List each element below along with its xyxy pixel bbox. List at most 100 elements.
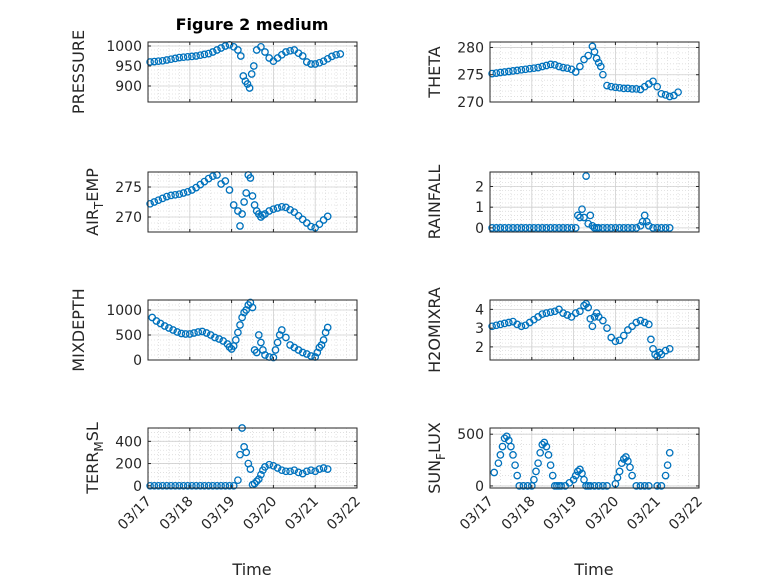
data-point — [546, 461, 555, 470]
subplot-5: 0 500 1000 MIXDEPTH — [69, 288, 358, 372]
data-point — [594, 224, 603, 232]
data-point — [162, 481, 171, 490]
data-point — [215, 335, 223, 343]
data-point — [158, 56, 167, 65]
data-point — [661, 471, 670, 480]
y-tick-label: 400 — [115, 434, 142, 450]
data-point — [642, 217, 651, 226]
data-point — [154, 196, 163, 205]
data-point — [254, 475, 263, 483]
data-point — [243, 80, 252, 88]
data-point — [273, 464, 282, 472]
data-point — [265, 460, 274, 469]
data-point — [171, 481, 180, 490]
data-point — [607, 224, 616, 232]
data-point — [336, 50, 345, 58]
data-point — [538, 440, 547, 449]
data-point — [269, 461, 278, 470]
data-point — [538, 62, 547, 71]
data-point — [213, 481, 221, 490]
data-point — [250, 479, 259, 488]
y-tick-label: 0 — [133, 479, 142, 495]
y-tick-label: 900 — [115, 79, 142, 95]
data-point — [588, 322, 597, 331]
data-point — [636, 221, 645, 230]
data-point — [657, 350, 666, 359]
data-point — [550, 307, 559, 316]
data-point — [217, 44, 225, 52]
data-point — [236, 321, 244, 329]
data-point — [599, 482, 607, 490]
data-point — [146, 199, 154, 208]
data-point — [213, 46, 221, 54]
data-point — [208, 48, 217, 56]
data-point — [542, 61, 551, 70]
data-point — [576, 62, 584, 71]
data-point — [188, 52, 196, 61]
data-point — [624, 84, 632, 93]
data-point — [211, 333, 219, 342]
data-point — [504, 67, 513, 76]
data-point — [628, 224, 636, 232]
data-point — [231, 336, 240, 344]
data-point — [607, 82, 616, 91]
subplot-4: 0 1 2 RAINFALL — [425, 165, 700, 239]
data-point — [154, 481, 163, 490]
data-point — [649, 77, 657, 86]
data-point — [530, 224, 538, 232]
data-point — [146, 58, 154, 66]
data-point — [162, 56, 171, 64]
axes-box — [489, 171, 700, 233]
y-tick-label: 2 — [475, 340, 484, 356]
data-point — [624, 224, 632, 232]
y-tick-label: 500 — [115, 328, 142, 344]
data-point — [657, 89, 666, 98]
data-point — [644, 482, 653, 490]
y-axis-label: TERRMSL — [83, 422, 106, 495]
data-point — [586, 211, 595, 220]
data-point — [653, 82, 662, 91]
data-point — [185, 330, 194, 338]
data-point — [236, 52, 245, 60]
data-point — [603, 482, 611, 490]
data-point — [202, 329, 211, 337]
data-point — [530, 64, 538, 73]
data-point — [517, 322, 526, 331]
data-point — [504, 318, 513, 327]
data-point — [603, 81, 611, 90]
data-point — [628, 85, 636, 93]
data-point — [663, 461, 672, 470]
data-point — [240, 198, 248, 206]
data-point — [167, 55, 175, 64]
data-point — [521, 224, 530, 232]
data-point — [590, 482, 599, 490]
data-point — [592, 309, 601, 317]
data-point — [146, 481, 154, 490]
data-point — [257, 42, 265, 51]
data-point — [315, 465, 324, 473]
data-point — [204, 174, 213, 183]
data-point — [488, 224, 496, 232]
y-tick-label: 3 — [475, 321, 484, 337]
data-point — [594, 482, 603, 490]
y-tick-label: 4 — [475, 302, 484, 318]
data-point — [538, 224, 547, 232]
data-point — [490, 468, 499, 477]
data-point — [665, 92, 674, 101]
y-tick-label: 1 — [475, 200, 484, 216]
data-point — [332, 50, 340, 59]
data-point — [665, 224, 674, 232]
axes-box — [147, 171, 358, 233]
data-point — [559, 309, 567, 317]
data-point — [590, 47, 599, 56]
data-point — [307, 60, 315, 68]
data-point — [592, 54, 601, 63]
data-point — [198, 327, 207, 336]
data-point — [573, 467, 582, 476]
data-point — [204, 481, 213, 490]
data-point — [661, 346, 670, 355]
data-point — [640, 482, 649, 490]
data-point — [661, 91, 670, 99]
data-point — [665, 344, 674, 353]
data-point — [236, 222, 244, 230]
